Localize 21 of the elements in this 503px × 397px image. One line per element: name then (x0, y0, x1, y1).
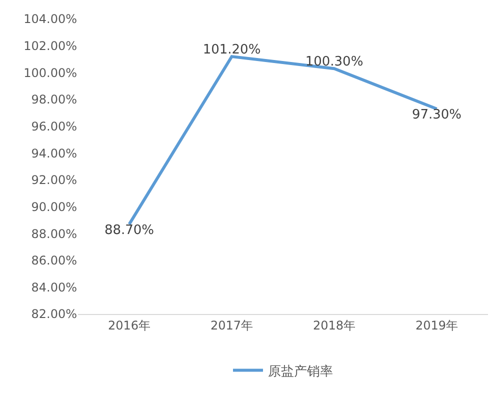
y-tick-label: 90.00% (31, 200, 77, 214)
y-tick-label: 96.00% (31, 119, 77, 134)
x-tick-label: 2016年 (108, 318, 151, 332)
data-label: 100.30% (305, 54, 364, 70)
data-label: 101.20% (202, 42, 261, 58)
x-tick-label: 2019年 (415, 318, 458, 332)
y-tick-label: 82.00% (31, 307, 77, 322)
y-tick-label: 86.00% (31, 254, 77, 268)
y-tick-label: 88.00% (31, 226, 77, 241)
y-tick-label: 102.00% (24, 39, 77, 54)
legend-label: 原盐产销率 (268, 363, 333, 380)
data-label: 97.30% (412, 108, 462, 123)
y-tick-label: 92.00% (31, 173, 77, 188)
y-tick-label: 98.00% (31, 92, 77, 107)
x-tick-label: 2018年 (312, 318, 356, 332)
x-tick-label: 2017年 (210, 318, 254, 332)
y-tick-label: 104.00% (24, 12, 77, 26)
y-tick-label: 100.00% (24, 66, 77, 80)
y-tick-label: 84.00% (31, 280, 77, 294)
data-label: 88.70% (104, 222, 154, 238)
y-tick-label: 94.00% (31, 146, 77, 160)
